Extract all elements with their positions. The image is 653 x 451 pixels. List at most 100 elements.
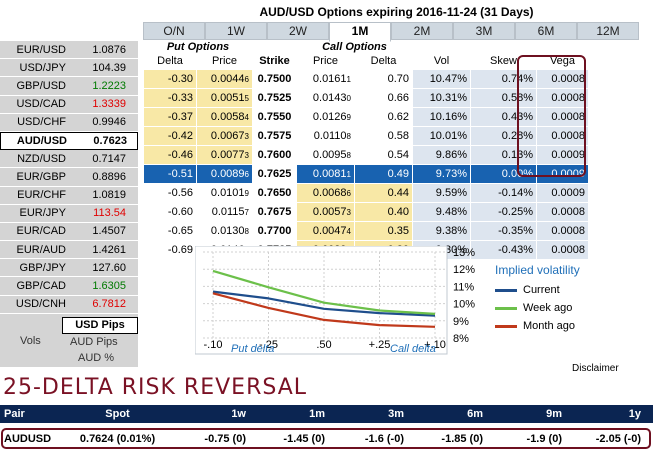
rate-row-eurjpy[interactable]: EUR/JPY 113.54 [0, 204, 138, 223]
col-delta: Delta [157, 55, 183, 68]
put-price: 0.00515 [196, 87, 253, 108]
option-row[interactable]: -0.56 0.01019 0.7650 0.00686 0.44 9.59% -0.14%… [143, 182, 589, 203]
series-line-current [212, 290, 436, 317]
rate-row-nzdusd[interactable]: NZD/USD 0.7147 [0, 150, 138, 169]
vega: 0.0008 [536, 87, 589, 108]
call-delta: 0.62 [354, 106, 413, 127]
rate-row-gbpusd[interactable]: GBP/USD 1.2223 [0, 77, 138, 96]
tab-2m[interactable]: 2M [391, 22, 453, 40]
rate-row-usdchf[interactable]: USD/CHF 0.9946 [0, 113, 138, 132]
strike: 0.7650 [252, 182, 297, 203]
x-tick-label: -.25 [259, 339, 278, 351]
rate-value: 1.2223 [92, 79, 126, 92]
rate-value: 113.54 [93, 207, 126, 220]
tab-12m[interactable]: 12M [577, 22, 639, 40]
rr-header-3m: 3m [388, 408, 404, 420]
skew: -0.43% [470, 239, 537, 260]
rate-pair: EUR/JPY [19, 207, 66, 220]
skew: 0.58% [470, 87, 537, 108]
rate-pair: GBP/CAD [16, 280, 66, 293]
call-price: 0.01269 [296, 106, 355, 127]
rate-value: 1.0819 [92, 189, 126, 202]
risk-reversal-table: Pair Spot 1w 1m 3m 6m 9m 1y AUDUSD 0.7624 (0.01%… [0, 405, 653, 449]
rate-row-usdjpy[interactable]: USD/JPY 104.39 [0, 59, 138, 78]
rate-row-eurchf[interactable]: EUR/CHF 1.0819 [0, 186, 138, 205]
call-price: 0.00474 [296, 220, 355, 241]
rate-row-usdcad[interactable]: USD/CAD 1.3339 [0, 95, 138, 114]
rate-value: 1.4261 [92, 243, 126, 256]
call-delta: 0.66 [354, 87, 413, 108]
put-price: 0.01157 [196, 201, 253, 222]
option-row[interactable]: -0.51 0.00896 0.7625 0.00811 0.49 9.73% 0.00% 0… [143, 163, 589, 184]
rate-row-gbpjpy[interactable]: GBP/JPY 127.60 [0, 259, 138, 278]
vega: 0.0008 [536, 68, 589, 89]
strike: 0.7550 [252, 106, 297, 127]
tab-1m[interactable]: 1M [329, 22, 391, 42]
rr-cell-6m: -1.85 (0) [441, 433, 483, 445]
disclaimer-link[interactable]: Disclaimer [572, 363, 619, 374]
usd-pips-option[interactable]: USD Pips [62, 317, 138, 334]
page-title: AUD/USD Options expiring 2016-11-24 (31 … [259, 5, 534, 19]
option-row[interactable]: -0.30 0.00446 0.7500 0.01611 0.70 10.47% 0.74%… [143, 68, 589, 89]
rr-cell-3m: -1.6 (-0) [364, 433, 404, 445]
rate-pair: AUD/USD [16, 135, 67, 148]
rate-pair: EUR/AUD [16, 243, 66, 256]
legend-swatch [495, 324, 517, 328]
option-row[interactable]: -0.46 0.00773 0.7600 0.00958 0.54 9.86% 0.13% 0… [143, 144, 589, 165]
rate-row-eurcad[interactable]: EUR/CAD 1.4507 [0, 222, 138, 242]
put-delta: -0.42 [143, 125, 197, 146]
tab-on[interactable]: O/N [143, 22, 205, 40]
rr-header-1m: 1m [309, 408, 325, 420]
call-price: 0.00686 [296, 182, 355, 203]
rr-cell-1w: -0.75 (0) [204, 433, 246, 445]
rate-row-euraud[interactable]: EUR/AUD 1.4261 [0, 241, 138, 260]
strike: 0.7500 [252, 68, 297, 89]
risk-reversal-title: 25-DELTA RISK REVERSAL [3, 375, 308, 400]
option-row[interactable]: -0.33 0.00515 0.7525 0.01430 0.66 10.31% 0.58%… [143, 87, 589, 108]
tab-3m[interactable]: 3M [453, 22, 515, 40]
rate-row-eurusd[interactable]: EUR/USD 1.0876 [0, 41, 138, 60]
chart-legend: Implied volatility Current Week ago Month … [495, 262, 580, 332]
put-price: 0.00584 [196, 106, 253, 127]
legend-label: Week ago [523, 302, 573, 314]
aud-pips-option[interactable]: AUD Pips [70, 336, 118, 348]
legend-label: Month ago [523, 320, 575, 332]
put-options-header: Put Options [166, 41, 230, 53]
y-tick-label: 11% [453, 281, 474, 293]
rate-row-usdcnh[interactable]: USD/CNH 6.7812 [0, 295, 138, 314]
put-price: 0.01019 [196, 182, 253, 203]
vols-option[interactable]: Vols [20, 335, 41, 347]
option-row[interactable]: -0.37 0.00584 0.7550 0.01269 0.62 10.16% 0.43%… [143, 106, 589, 127]
rate-row-gbpcad[interactable]: GBP/CAD 1.6305 [0, 277, 138, 296]
put-price-subdigit: 8 [244, 226, 249, 236]
vega: 0.0009 [536, 163, 589, 184]
skew: 0.43% [470, 106, 537, 127]
call-price: 0.00958 [296, 144, 355, 165]
rate-row-audusd[interactable]: AUD/USD 0.7623 [0, 131, 138, 151]
option-row[interactable]: -0.42 0.00673 0.7575 0.01108 0.58 10.01% 0.28%… [143, 125, 589, 146]
option-row[interactable]: -0.60 0.01157 0.7675 0.00573 0.40 9.48% -0.25%… [143, 201, 589, 222]
put-price-subdigit: 6 [244, 74, 249, 84]
col-delta: Delta [370, 55, 397, 68]
put-delta-label: Put delta [231, 343, 274, 355]
rate-pair: EUR/CHF [17, 189, 66, 202]
rate-value: 1.4507 [92, 225, 126, 238]
option-row[interactable]: -0.65 0.01308 0.7700 0.00474 0.35 9.38% -0.35%… [143, 220, 589, 241]
call-delta: 0.58 [354, 125, 413, 146]
rate-row-eurgbp[interactable]: EUR/GBP 0.8896 [0, 168, 138, 187]
tab-2w[interactable]: 2W [267, 22, 329, 40]
call-options-header: Call Options [322, 41, 387, 53]
tab-1w[interactable]: 1W [205, 22, 267, 40]
rr-cell-spot: 0.7624 (0.01%) [79, 433, 156, 445]
put-price-subdigit: 4 [244, 112, 249, 122]
tab-6m[interactable]: 6M [515, 22, 577, 40]
risk-reversal-header: Pair Spot 1w 1m 3m 6m 9m 1y [0, 405, 653, 423]
rr-header-1y: 1y [628, 408, 641, 420]
skew: -0.35% [470, 220, 537, 241]
put-delta: -0.60 [143, 201, 197, 222]
call-price: 0.00573 [296, 201, 355, 222]
options-table: Put Options Call Options Delta Price Strik… [143, 40, 589, 260]
col-skew: Skew [490, 55, 517, 68]
rate-pair: EUR/GBP [16, 170, 66, 183]
aud-percent-option[interactable]: AUD % [78, 352, 115, 364]
